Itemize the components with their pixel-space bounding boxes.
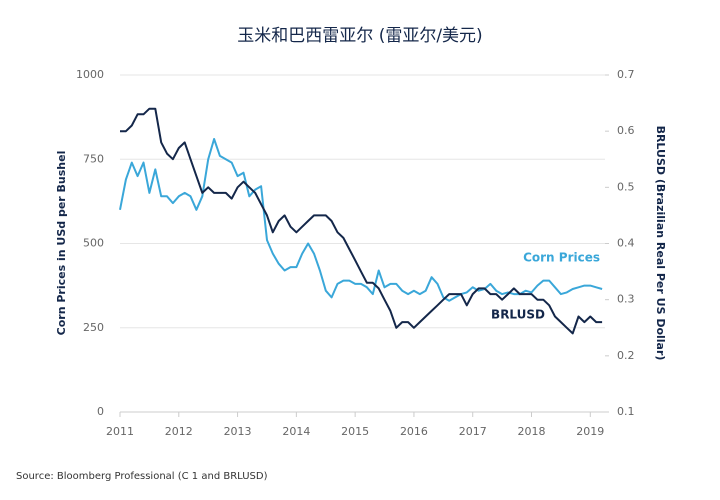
y-axis-label: Corn Prices in USd per Bushel xyxy=(55,151,68,336)
x-tick-label: 2019 xyxy=(576,425,604,438)
chart-title: 玉米和巴西雷亚尔 (雷亚尔/美元) xyxy=(237,26,482,46)
y2-tick-label: 0.7 xyxy=(617,68,635,81)
x-tick-label: 2017 xyxy=(459,425,487,438)
x-tick-label: 2014 xyxy=(282,425,310,438)
x-tick-label: 2013 xyxy=(224,425,252,438)
series-label: Corn Prices xyxy=(523,251,600,265)
y2-tick-label: 0.5 xyxy=(617,180,635,193)
series-line xyxy=(119,138,603,302)
x-tick-label: 2012 xyxy=(165,425,193,438)
series-label: BRLUSD xyxy=(491,308,545,322)
y2-tick-label: 0.1 xyxy=(617,405,635,418)
y-tick-label: 750 xyxy=(83,152,104,165)
y2-tick-label: 0.4 xyxy=(617,237,635,250)
x-tick-label: 2015 xyxy=(341,425,369,438)
x-tick-label: 2018 xyxy=(518,425,546,438)
y2-tick-label: 0.2 xyxy=(617,349,635,362)
x-tick-label: 2011 xyxy=(106,425,134,438)
y-tick-label: 0 xyxy=(97,405,104,418)
y-tick-label: 500 xyxy=(83,237,104,250)
y2-tick-label: 0.3 xyxy=(617,293,635,306)
y-tick-label: 1000 xyxy=(76,68,104,81)
x-tick-label: 2016 xyxy=(400,425,428,438)
series-line xyxy=(120,107,603,335)
y-tick-label: 250 xyxy=(83,321,104,334)
source: Source: Bloomberg Professional (C 1 and … xyxy=(16,471,268,482)
y2-axis-label: BRLUSD (Brazilian Real Per US Dollar) xyxy=(654,126,667,361)
y2-tick-label: 0.6 xyxy=(617,124,635,137)
